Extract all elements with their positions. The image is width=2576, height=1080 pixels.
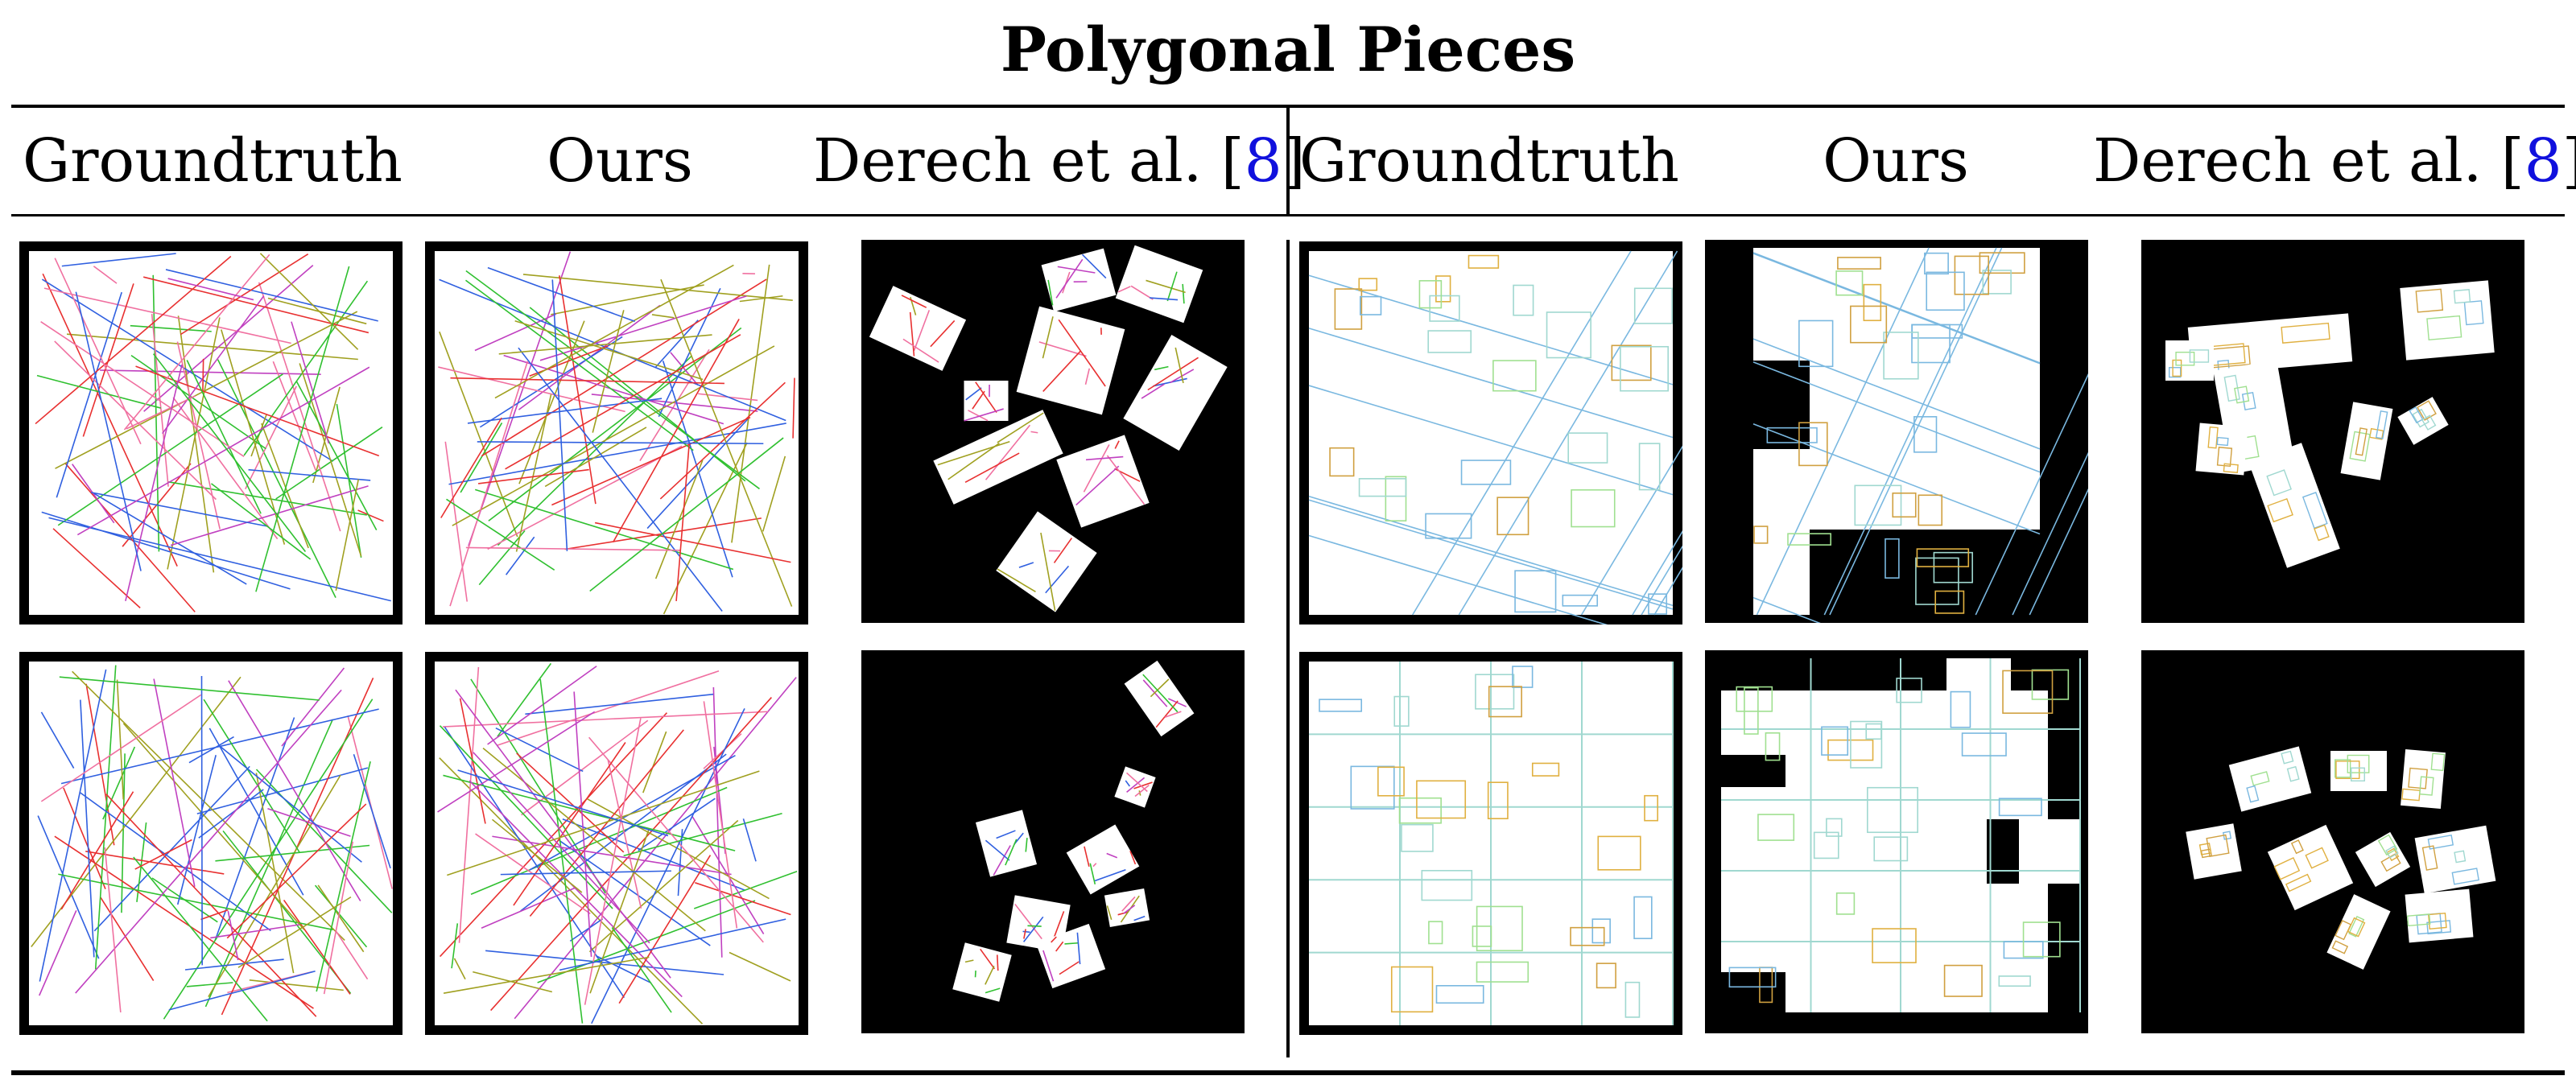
header-groundtruth-right: Groundtruth: [1299, 126, 1679, 196]
panel-derech-map-2: [2141, 650, 2524, 1033]
panel-derech-lines-2: [861, 650, 1245, 1033]
panel-ours-map-2: [1705, 650, 2088, 1033]
header-ours-right: Ours: [1823, 126, 1969, 196]
column-divider: [1286, 108, 1290, 214]
top-rule: [11, 105, 2565, 108]
panel-derech-map-1: [2141, 240, 2524, 623]
header-derech-right: Derech et al. [8]: [2093, 126, 2576, 196]
panel-ours-map-1: [1705, 240, 2088, 623]
panel-ours-lines-2: [425, 652, 808, 1035]
scattered-pieces-image: [861, 240, 1245, 623]
scattered-pieces-image: [861, 650, 1245, 1033]
scattered-pieces-image: [2141, 240, 2524, 623]
scattered-pieces-image: [2141, 650, 2524, 1033]
citation-link[interactable]: 8: [2524, 126, 2562, 196]
line-puzzle-image: [425, 652, 808, 1035]
map-puzzle-image: [1299, 652, 1682, 1035]
panel-ours-lines-1: [425, 241, 808, 625]
panel-derech-lines-1: [861, 240, 1245, 623]
line-puzzle-image: [19, 652, 402, 1035]
figure-title: Polygonal Pieces: [1000, 14, 1576, 85]
line-puzzle-image: [19, 241, 402, 625]
panel-groundtruth-map-2: [1299, 652, 1682, 1035]
map-puzzle-image: [1299, 241, 1682, 625]
header-groundtruth-left: Groundtruth: [23, 126, 402, 196]
header-derech-left: Derech et al. [8]: [813, 126, 1306, 196]
map-puzzle-image: [1705, 240, 2088, 623]
line-puzzle-image: [425, 241, 808, 625]
panel-groundtruth-map-1: [1299, 241, 1682, 625]
bottom-rule: [11, 1070, 2565, 1075]
panel-divider: [1286, 240, 1290, 1057]
header-rule: [11, 214, 2565, 216]
map-puzzle-image: [1705, 650, 2088, 1033]
citation-link[interactable]: 8: [1244, 126, 1282, 196]
panel-groundtruth-lines-1: [19, 241, 402, 625]
panel-groundtruth-lines-2: [19, 652, 402, 1035]
header-ours-left: Ours: [547, 126, 693, 196]
